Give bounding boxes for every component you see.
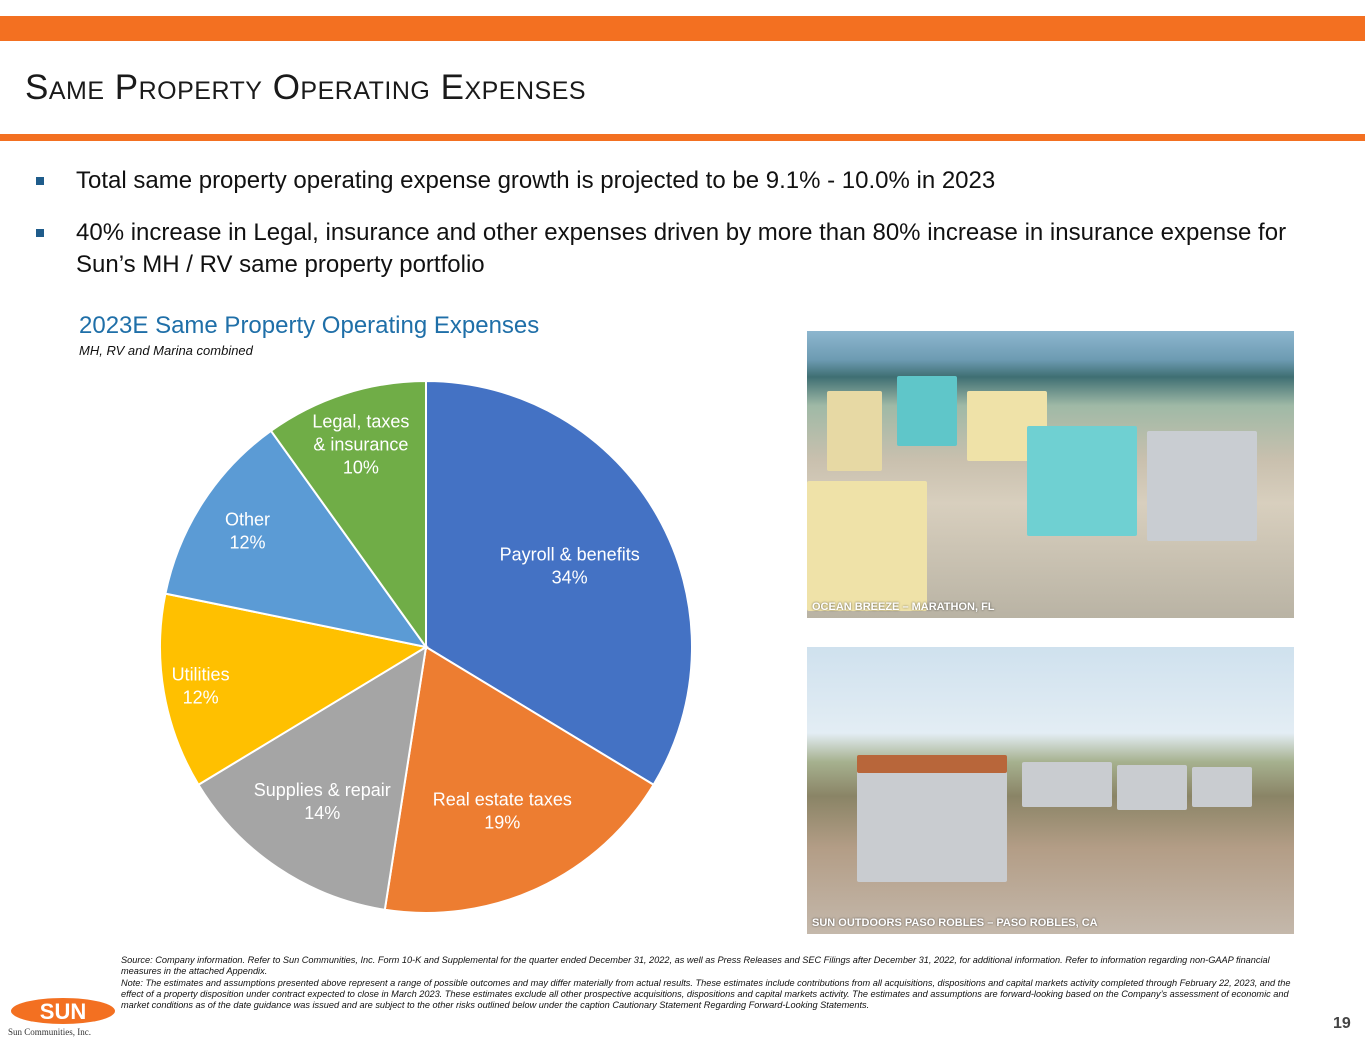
pie-slice-supplies-repair — [197, 645, 428, 911]
house-shape — [1192, 767, 1252, 807]
company-name: Sun Communities, Inc. — [8, 1027, 91, 1037]
top-accent-bar — [0, 16, 1365, 41]
pie-slice-label: Supplies & repair 14% — [254, 780, 391, 823]
pie-slice-utilities — [159, 592, 429, 787]
logo-mark: SUN — [40, 999, 86, 1024]
pie-slice-legal-taxes-insurance — [269, 379, 427, 651]
house-shape — [1117, 765, 1187, 810]
bullet-square-icon — [36, 177, 44, 185]
sun-logo-icon: SUN — [11, 998, 115, 1024]
bullet-item: 40% increase in Legal, insurance and oth… — [36, 217, 1316, 281]
house-shape — [827, 391, 882, 471]
house-shape — [807, 481, 927, 611]
photo-ocean-breeze: Ocean Breeze – Marathon, FL — [807, 331, 1294, 618]
footnote: Source: Company information. Refer to Su… — [121, 955, 1301, 1011]
pie-slice-label: Real estate taxes 19% — [433, 789, 572, 832]
page-number: 19 — [1333, 1015, 1351, 1032]
pie-slice-other — [164, 429, 429, 649]
pie-slice-label: Legal, taxes & insurance 10% — [312, 411, 409, 477]
house-shape — [897, 376, 957, 446]
pie-slice-payroll-benefits — [425, 379, 693, 787]
roof-shape — [857, 755, 1007, 773]
pie-slice-real-estate-taxes — [383, 645, 655, 914]
title-underline-bar — [0, 134, 1365, 141]
house-shape — [1027, 426, 1137, 536]
pie-slice-label: Payroll & benefits 34% — [500, 545, 640, 588]
chart-subtitle: MH, RV and Marina combined — [79, 343, 253, 358]
disclaimer-note: Note: The estimates and assumptions pres… — [121, 977, 1291, 1011]
bullet-list: Total same property operating expense gr… — [36, 165, 1316, 301]
pie-slice-label: Utilities 12% — [172, 664, 230, 707]
house-shape — [1147, 431, 1257, 541]
photo-caption: Ocean Breeze – Marathon, FL — [812, 601, 995, 613]
bullet-text: Total same property operating expense gr… — [76, 167, 996, 194]
page-title: Same Property Operating Expenses — [25, 68, 587, 107]
bullet-square-icon — [36, 229, 44, 237]
house-shape — [857, 762, 1007, 882]
bullet-item: Total same property operating expense gr… — [36, 165, 1316, 197]
house-shape — [1022, 762, 1112, 807]
source-note: Source: Company information. Refer to Su… — [121, 955, 1270, 977]
bullet-text: 40% increase in Legal, insurance and oth… — [76, 219, 1287, 278]
photo-paso-robles: Sun Outdoors Paso Robles – Paso Robles, … — [807, 647, 1294, 934]
chart-title: 2023E Same Property Operating Expenses — [79, 312, 540, 339]
pie-slice-label: Other 12% — [225, 510, 270, 553]
pie-chart: Payroll & benefits 34% Real estate taxes 19… — [159, 379, 693, 914]
photo-caption: Sun Outdoors Paso Robles – Paso Robles, … — [812, 917, 1098, 929]
